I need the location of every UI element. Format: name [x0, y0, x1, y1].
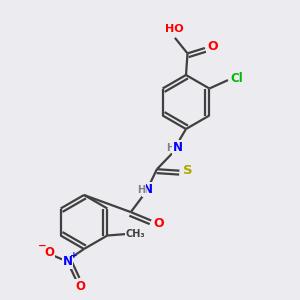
Text: H: H [136, 184, 145, 195]
Text: Cl: Cl [230, 72, 243, 85]
Text: O: O [207, 40, 218, 53]
Text: N: N [173, 141, 183, 154]
Text: CH₃: CH₃ [125, 229, 145, 239]
Text: O: O [153, 217, 164, 230]
Text: N: N [62, 255, 73, 268]
Text: H: H [166, 142, 175, 153]
Text: S: S [183, 164, 192, 177]
Text: O: O [75, 280, 85, 293]
Text: O: O [44, 245, 54, 259]
Text: +: + [70, 250, 78, 260]
Text: N: N [143, 183, 153, 196]
Text: HO: HO [165, 24, 184, 34]
Text: −: − [38, 240, 47, 250]
